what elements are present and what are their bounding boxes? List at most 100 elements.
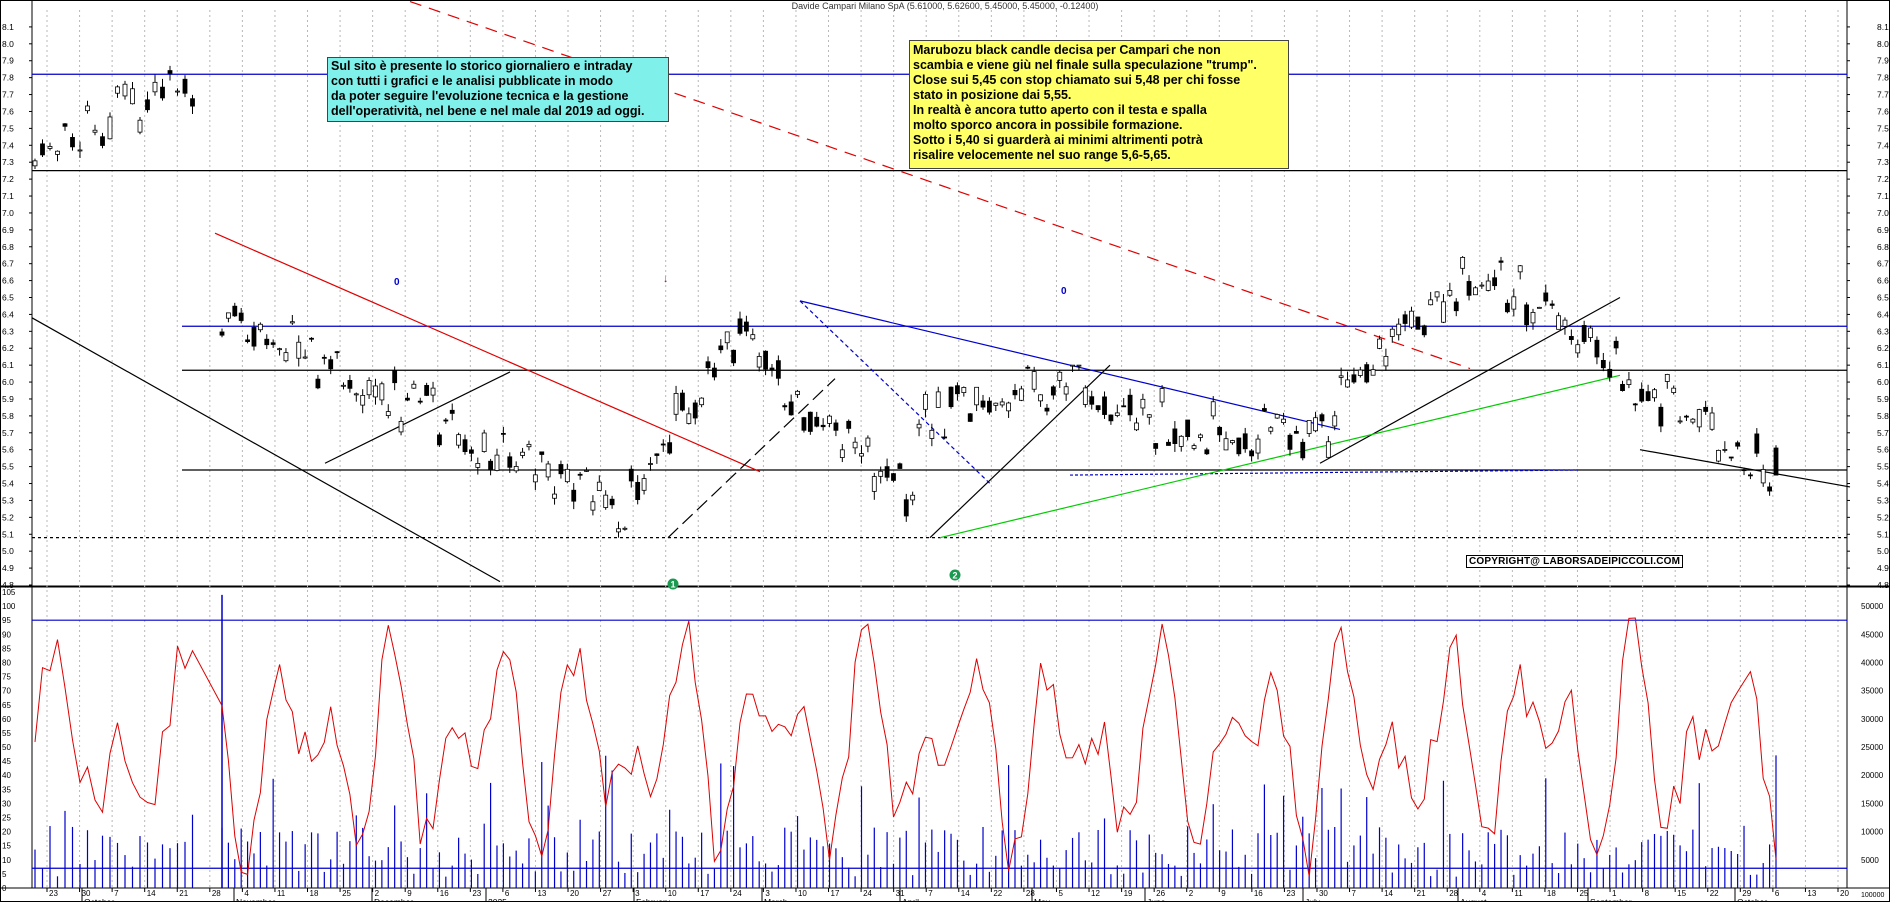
candle-body: [1255, 438, 1261, 454]
candle-body: [130, 88, 135, 105]
volume-tick-label: 15000: [1861, 799, 1884, 808]
oscillator-tick-label: 60: [2, 715, 11, 724]
candle-body: [795, 390, 800, 395]
date-tick-label: 26: [1156, 889, 1165, 898]
candle-body: [366, 380, 372, 396]
month-label: December: [374, 897, 413, 902]
volume-tick-label: 25000: [1861, 743, 1884, 752]
price-tick-label-left: 7.9: [2, 56, 14, 66]
candle-body: [417, 400, 423, 403]
candle-body: [910, 494, 916, 501]
price-tick-label-right: 5.2: [1877, 512, 1889, 522]
date-tick-label: 6: [1775, 889, 1780, 898]
candle-body: [1274, 414, 1280, 419]
marker-label: ↓: [663, 274, 668, 285]
candle-body: [47, 146, 53, 149]
candle-body: [175, 90, 180, 93]
candle-body: [264, 338, 270, 346]
date-tick-label: 3: [765, 889, 770, 898]
price-tick-label-right: 5.8: [1877, 411, 1889, 421]
trendline-red-resistance: [214, 232, 761, 473]
candle-body: [443, 419, 449, 422]
candle-body: [935, 391, 941, 408]
candle-body: [1261, 408, 1267, 412]
candle-body: [1159, 388, 1165, 403]
candle-body: [980, 400, 986, 408]
price-tick-label-right: 7.0: [1877, 208, 1889, 218]
candle-body: [1607, 368, 1613, 378]
candle-body: [347, 380, 353, 389]
date-tick-label: 29: [1742, 889, 1751, 898]
candle-body: [1223, 438, 1229, 451]
candle-body: [1332, 415, 1338, 427]
candle-body: [852, 441, 858, 449]
candle-body: [1498, 260, 1504, 263]
candle-body: [1050, 386, 1056, 396]
candle-body: [100, 136, 105, 146]
price-tick-label-left: 7.2: [2, 174, 14, 184]
oscillator-tick-label: 30: [2, 799, 11, 808]
candle-body: [839, 449, 845, 458]
date-tick-label: 12: [1091, 889, 1100, 898]
candle-body: [469, 449, 474, 454]
candle-body: [1300, 441, 1306, 459]
candle-body: [539, 451, 545, 455]
price-tick-label-left: 6.0: [2, 377, 14, 387]
date-tick-label: 2: [375, 889, 380, 898]
price-tick-label-left: 5.2: [2, 512, 14, 522]
marker-label: 2: [953, 571, 958, 581]
volume-group: [34, 755, 1777, 888]
price-tick-label-right: 7.8: [1877, 73, 1889, 83]
candle-body: [1076, 364, 1082, 367]
candle-body: [1121, 405, 1127, 408]
date-tick-label: 9: [1221, 889, 1226, 898]
candle-body: [289, 321, 295, 324]
candle-body: [1703, 406, 1709, 412]
candle-body: [182, 78, 188, 94]
date-tick-label: 21: [179, 889, 188, 898]
candle-body: [782, 405, 788, 408]
candle-body: [628, 468, 634, 482]
candle-body: [1025, 366, 1031, 369]
candle-body: [321, 356, 327, 359]
candle-body: [967, 413, 973, 422]
candle-body: [1153, 443, 1159, 449]
price-tick-label-right: 7.1: [1877, 191, 1889, 201]
marker-label: 0: [394, 277, 400, 288]
candle-body: [814, 416, 820, 427]
candle-body: [1536, 306, 1542, 309]
price-tick-label-right: 6.1: [1877, 360, 1889, 370]
oscillator-tick-label: 35: [2, 785, 11, 794]
candle-body: [801, 417, 807, 431]
price-tick-label-right: 6.3: [1877, 326, 1889, 336]
candle-body: [1146, 414, 1152, 418]
candle-body: [750, 334, 756, 340]
date-tick-label: 10: [798, 889, 807, 898]
price-tick-label-right: 6.7: [1877, 259, 1889, 269]
date-tick-label: 11: [277, 889, 286, 898]
candle-body: [1492, 277, 1498, 287]
candle-body: [1677, 420, 1683, 423]
candle-body: [1063, 386, 1069, 395]
oscillator-tick-label: 50: [2, 743, 11, 752]
candle-body: [1057, 371, 1063, 381]
date-tick-label: 17: [831, 889, 840, 898]
price-tick-label-left: 7.4: [2, 140, 14, 150]
oscillator-tick-label: 75: [2, 673, 11, 682]
candle-body: [1754, 433, 1760, 454]
candle-body: [1581, 325, 1587, 342]
candle-body: [718, 345, 724, 351]
candle-body: [532, 474, 538, 483]
price-tick-label-left: 5.4: [2, 479, 14, 489]
price-tick-label-right: 7.6: [1877, 106, 1889, 116]
candle-body: [1613, 340, 1619, 349]
candle-body: [1421, 325, 1427, 336]
candle-body: [590, 501, 596, 511]
candle-body: [1364, 364, 1370, 383]
price-tick-label-left: 6.1: [2, 360, 14, 370]
volume-tick-label: 10000: [1861, 828, 1884, 837]
date-tick-label: 14: [961, 889, 970, 898]
candle-body: [62, 123, 68, 127]
